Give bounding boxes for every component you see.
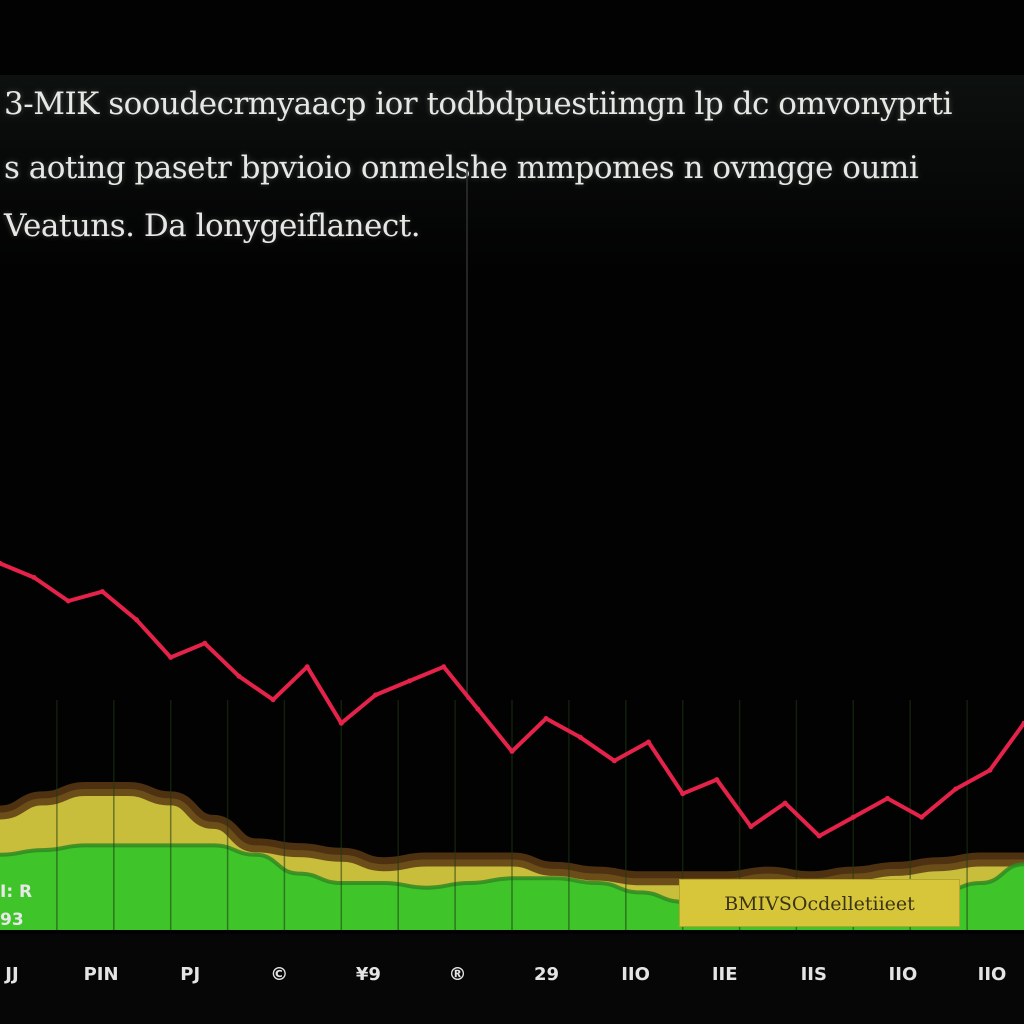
x-tick-labels: JJ PIN PJ © ¥9 ® 29 IIO IIE IIS IIO IIO bbox=[3, 964, 1006, 985]
x-tick-label: IIO bbox=[889, 964, 918, 985]
line-point bbox=[1021, 720, 1024, 726]
line-point bbox=[441, 664, 447, 670]
x-tick-label: IIO bbox=[621, 964, 650, 985]
x-tick-label: IIO bbox=[978, 964, 1007, 985]
line-point bbox=[953, 786, 959, 792]
line-point bbox=[99, 589, 105, 595]
line-point bbox=[0, 560, 3, 566]
side-labels: I: R 93 bbox=[0, 878, 32, 934]
line-point bbox=[270, 697, 276, 703]
line-point bbox=[31, 575, 37, 580]
x-tick-label: PIN bbox=[84, 964, 119, 985]
line-point bbox=[748, 824, 754, 830]
line-point bbox=[646, 739, 651, 745]
x-tick-label: ® bbox=[449, 964, 467, 985]
x-tick-label: © bbox=[270, 964, 288, 985]
line-point bbox=[680, 791, 686, 797]
line-point bbox=[987, 767, 993, 773]
x-tick-label: ¥9 bbox=[356, 964, 381, 985]
line-point bbox=[577, 734, 583, 740]
line-point bbox=[236, 673, 242, 679]
x-tick-label: JJ bbox=[3, 964, 18, 985]
header-text-line-2: s aoting pasetr bpvioio onmelshe mmpomes… bbox=[4, 150, 919, 186]
line-point bbox=[304, 664, 310, 670]
line-point bbox=[850, 814, 856, 820]
line-point bbox=[885, 795, 890, 801]
x-axis-strip bbox=[0, 934, 1024, 1024]
line-point bbox=[373, 692, 378, 698]
x-tick-label: IIS bbox=[801, 964, 827, 985]
line-point bbox=[475, 706, 481, 712]
side-label-2: 93 bbox=[0, 910, 24, 930]
line-point bbox=[168, 654, 174, 660]
side-label-1: I: R bbox=[0, 882, 33, 902]
header-band bbox=[0, 75, 1024, 275]
line-point bbox=[134, 617, 139, 623]
line-point bbox=[65, 598, 71, 604]
x-tick-label: PJ bbox=[180, 964, 200, 985]
header-text-line-1: 3-MIK sooudecrmyaacp ior todbdpuestiimgn… bbox=[4, 86, 952, 122]
line-point bbox=[509, 748, 515, 754]
line-point bbox=[543, 716, 549, 721]
x-tick-label: IIE bbox=[712, 964, 738, 985]
line-point bbox=[816, 833, 822, 839]
line-point bbox=[338, 720, 344, 726]
line-point bbox=[202, 640, 208, 646]
line-point bbox=[407, 678, 413, 684]
line-point bbox=[611, 758, 617, 764]
line-point bbox=[782, 800, 788, 806]
line-point bbox=[919, 814, 925, 820]
header-text-line-3: Veatuns. Da lonygeiflanect. bbox=[4, 208, 421, 244]
annotation-label: BMIVSOcdelletiieet bbox=[679, 879, 960, 927]
line-point bbox=[714, 777, 720, 783]
x-tick-label: 29 bbox=[534, 964, 559, 985]
line-series bbox=[0, 560, 1024, 839]
